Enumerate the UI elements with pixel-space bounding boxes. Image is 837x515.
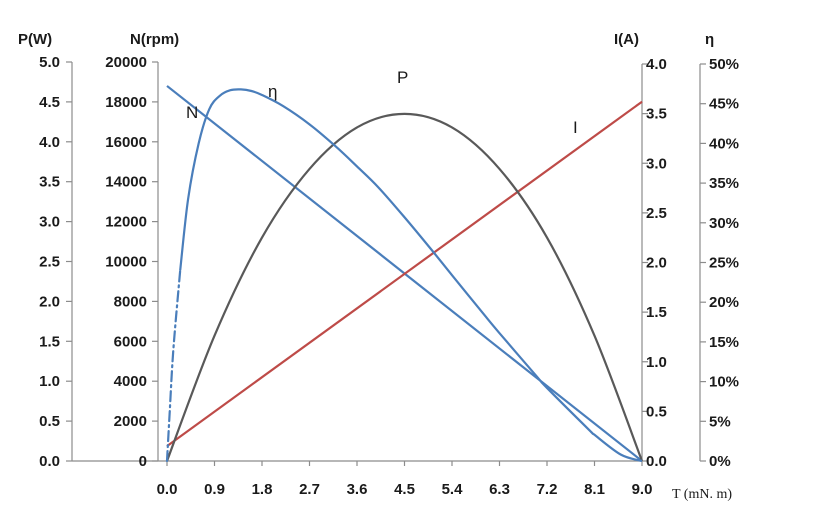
p-axis-tick-label: 3.5 <box>39 174 60 191</box>
x-axis-tick-label: 0.0 <box>157 481 178 498</box>
x-axis-tick-label: 5.4 <box>442 481 464 498</box>
x-axis-tick-label: 1.8 <box>252 481 273 498</box>
n-axis-tick-label: 20000 <box>105 54 147 71</box>
i-axis-tick-label: 0.5 <box>646 403 667 420</box>
n-axis-tick-label: 8000 <box>114 293 147 310</box>
eta-axis-tick-label: 35% <box>709 175 739 192</box>
n-axis-tick-label: 14000 <box>105 174 147 191</box>
x-axis-tick-label: 2.7 <box>299 481 320 498</box>
series <box>165 85 644 463</box>
n-axis-title: N(rpm) <box>130 31 179 48</box>
i-axis-tick-label: 3.5 <box>646 106 667 123</box>
i-axis-tick-label: 3.0 <box>646 155 667 172</box>
p-axis-tick-label: 0.5 <box>39 413 60 430</box>
series-I-label: I <box>573 118 578 137</box>
p-axis-title: P(W) <box>18 31 52 48</box>
eta-axis-tick-label: 20% <box>709 294 739 311</box>
p-axis-tick-label: 1.5 <box>39 333 60 350</box>
p-axis-tick-label: 3.0 <box>39 214 60 231</box>
eta-axis-tick-label: 25% <box>709 255 739 272</box>
x-axis-tick-label: 7.2 <box>537 481 558 498</box>
n-axis-tick-label: 6000 <box>114 333 147 350</box>
x-axis-tick-label: 9.0 <box>632 481 653 498</box>
i-axis-tick-label: 2.0 <box>646 255 667 272</box>
i-axis-tick-label: 2.5 <box>646 205 667 222</box>
p-axis-tick-label: 4.0 <box>39 134 60 151</box>
x-axis-tick-label: 6.3 <box>489 481 510 498</box>
series-I-line <box>166 100 643 448</box>
eta-axis-tick-label: 0% <box>709 453 731 470</box>
series-eta-rise-line <box>165 269 182 463</box>
n-axis-tick-label: 16000 <box>105 134 147 151</box>
eta-axis-title: η <box>705 31 714 48</box>
i-axis-tick-label: 4.0 <box>646 56 667 73</box>
x-axis-tick-label: 4.5 <box>394 481 415 498</box>
x-axis-tick-label: 8.1 <box>584 481 605 498</box>
x-axis-tick-label: 3.6 <box>347 481 368 498</box>
n-axis-tick-label: 4000 <box>114 373 147 390</box>
eta-axis-tick-label: 5% <box>709 413 731 430</box>
n-axis-tick-label: 18000 <box>105 94 147 111</box>
eta-axis-tick-label: 30% <box>709 215 739 232</box>
eta-axis-tick-label: 40% <box>709 135 739 152</box>
n-axis-tick-label: 2000 <box>114 413 147 430</box>
series-N-label: N <box>186 103 198 122</box>
series-P-line <box>165 112 644 462</box>
labels: P(W) N(rpm) I(A) η 0.0 0.5 1.0 1.5 2.0 2.5 3.0 3.5 4… <box>18 31 739 502</box>
eta-axis-tick-label: 10% <box>709 374 739 391</box>
eta-axis-tick-label: 45% <box>709 96 739 113</box>
x-axis-title: T (mN. m) <box>672 487 732 502</box>
p-axis-tick-label: 2.0 <box>39 293 60 310</box>
x-axis-tick-label: 0.9 <box>204 481 225 498</box>
series-P-label: P <box>397 68 408 87</box>
i-axis-tick-label: 1.0 <box>646 354 667 371</box>
eta-axis-tick-label: 15% <box>709 334 739 351</box>
n-axis-tick-label: 0 <box>139 453 147 470</box>
i-axis-tick-label: 1.5 <box>646 304 667 321</box>
series-eta-label: η <box>268 82 277 101</box>
eta-axis-tick-label: 50% <box>709 56 739 73</box>
series-eta-line <box>179 88 643 463</box>
p-axis-tick-label: 2.5 <box>39 254 60 271</box>
n-axis-tick-label: 12000 <box>105 214 147 231</box>
n-axis-tick-label: 10000 <box>105 254 147 271</box>
p-axis-tick-label: 1.0 <box>39 373 60 390</box>
i-axis-title: I(A) <box>614 31 639 48</box>
i-axis-tick-label: 0.0 <box>646 453 667 470</box>
p-axis-tick-label: 4.5 <box>39 94 60 111</box>
p-axis-tick-label: 5.0 <box>39 54 60 71</box>
axes <box>66 61 706 466</box>
p-axis-tick-label: 0.0 <box>39 453 60 470</box>
